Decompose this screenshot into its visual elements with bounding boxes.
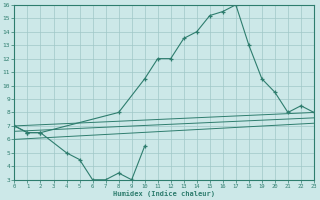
X-axis label: Humidex (Indice chaleur): Humidex (Indice chaleur) (113, 190, 215, 197)
